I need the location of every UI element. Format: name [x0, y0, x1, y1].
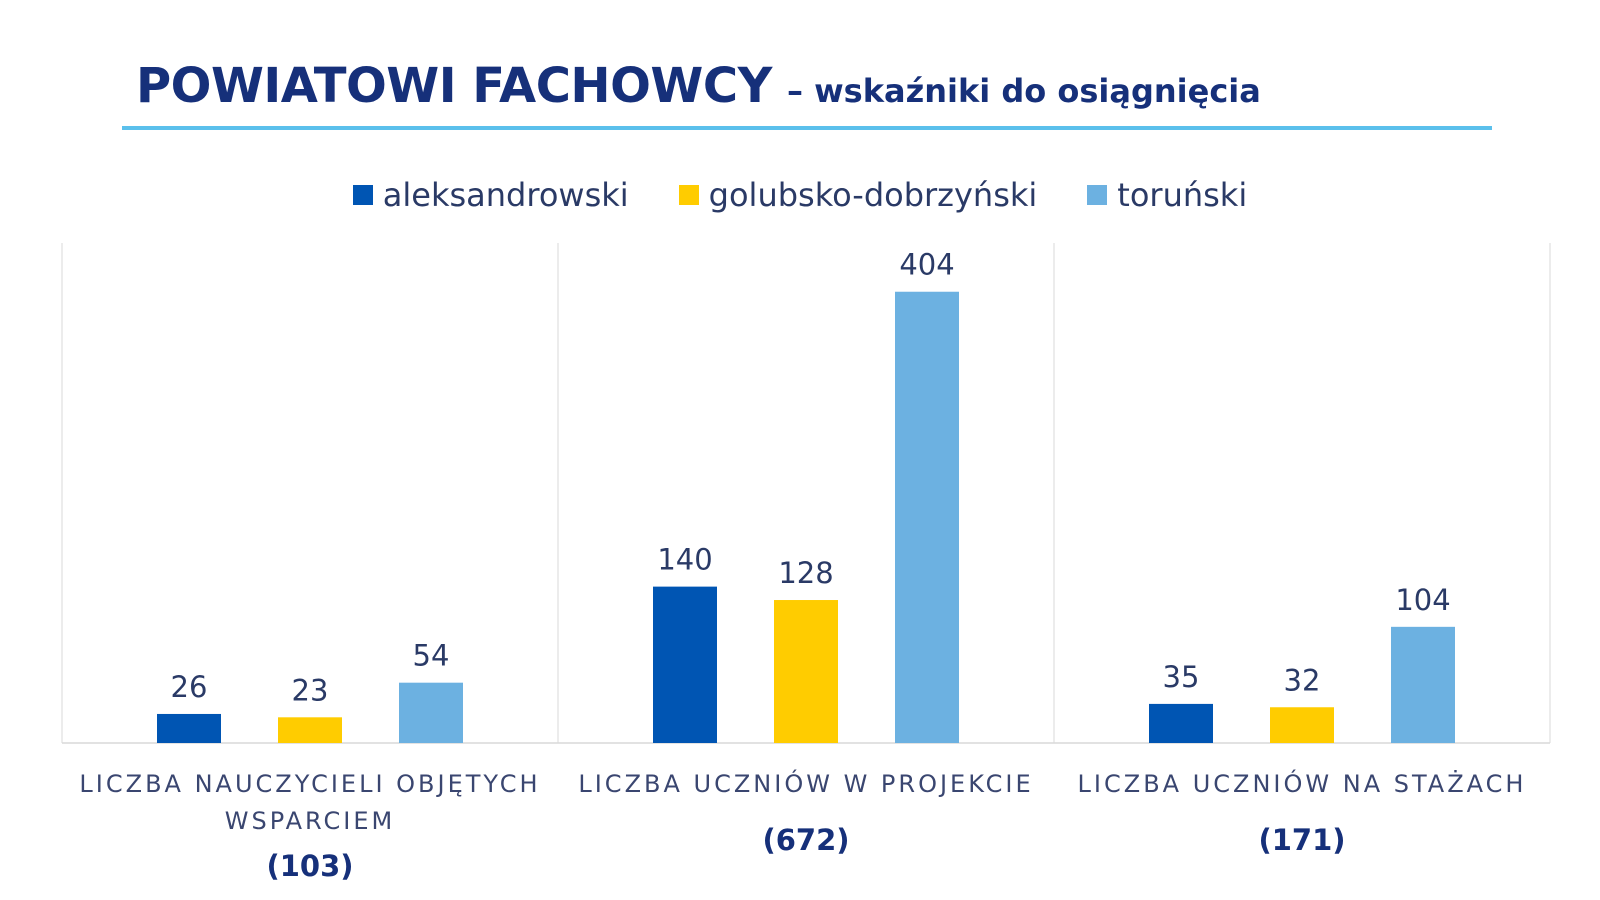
data-label-aleksandrowski-2: 35: [1163, 660, 1200, 694]
bar-toruński-0: [399, 682, 463, 743]
legend-swatch-golubsko-dobrzynski: [678, 185, 699, 205]
title-subtitle: – wskaźniki do osiągnięcia: [786, 72, 1261, 110]
chart-title: POWIATOWI FACHOWCY – wskaźniki do osiągn…: [136, 58, 1261, 114]
legend: aleksandrowski golubsko-dobrzyński toruń…: [0, 176, 1600, 214]
data-label-toruński-0: 54: [413, 639, 450, 673]
category-label-1-0: LICZBA UCZNIÓW W PROJEKCIE: [578, 768, 1033, 798]
legend-swatch-torunski: [1087, 185, 1108, 205]
data-label-toruński-2: 104: [1395, 583, 1450, 617]
bar-toruński-1: [895, 291, 959, 743]
bar-golubsko-dobrzyński-0: [278, 717, 342, 743]
legend-label-torunski: toruński: [1117, 176, 1248, 214]
bar-golubsko-dobrzyński-1: [774, 600, 838, 743]
bar-aleksandrowski-1: [653, 586, 717, 743]
bar-aleksandrowski-0: [157, 713, 221, 743]
data-label-aleksandrowski-1: 140: [657, 543, 712, 577]
bar-toruński-2: [1391, 626, 1455, 743]
data-label-golubsko-dobrzyński-0: 23: [292, 673, 329, 707]
category-total-2: (171): [1258, 823, 1345, 857]
data-label-toruński-1: 404: [899, 248, 954, 282]
legend-label-aleksandrowski: aleksandrowski: [382, 176, 629, 214]
category-total-1: (672): [762, 823, 849, 857]
title-underline: [122, 126, 1492, 130]
category-label-0-0: LICZBA NAUCZYCIELI OBJĘTYCH: [79, 770, 540, 798]
bar-aleksandrowski-2: [1149, 703, 1213, 743]
data-label-aleksandrowski-0: 26: [171, 670, 208, 704]
legend-item-aleksandrowski: aleksandrowski: [352, 176, 629, 214]
legend-item-golubsko-dobrzynski: golubsko-dobrzyński: [678, 176, 1038, 214]
title-main: POWIATOWI FACHOWCY: [136, 58, 772, 114]
category-total-0: (103): [266, 849, 353, 883]
bar-golubsko-dobrzyński-2: [1270, 707, 1334, 743]
legend-swatch-aleksandrowski: [352, 185, 373, 205]
legend-label-golubsko-dobrzynski: golubsko-dobrzyński: [708, 176, 1038, 214]
data-label-golubsko-dobrzyński-2: 32: [1284, 663, 1321, 697]
category-label-0-1: WSPARCIEM: [225, 807, 396, 835]
legend-item-torunski: toruński: [1087, 176, 1247, 214]
category-label-2-0: LICZBA UCZNIÓW NA STAŻACH: [1078, 768, 1527, 798]
data-label-golubsko-dobrzyński-1: 128: [778, 556, 833, 590]
